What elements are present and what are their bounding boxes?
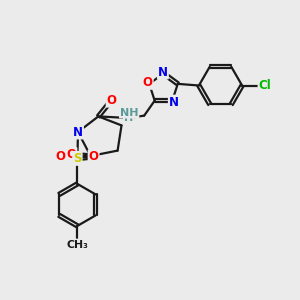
Text: O: O [88,150,99,164]
Text: O: O [55,150,65,164]
Text: N: N [158,65,168,79]
Text: N: N [73,125,83,139]
Text: S: S [73,152,82,165]
Text: O: O [66,148,76,161]
Text: H: H [124,113,133,123]
Text: O: O [106,94,117,107]
Text: Cl: Cl [259,79,271,92]
Text: N: N [169,96,179,109]
Text: CH₃: CH₃ [67,239,88,250]
Text: NH: NH [120,108,138,118]
Text: O: O [143,76,153,89]
